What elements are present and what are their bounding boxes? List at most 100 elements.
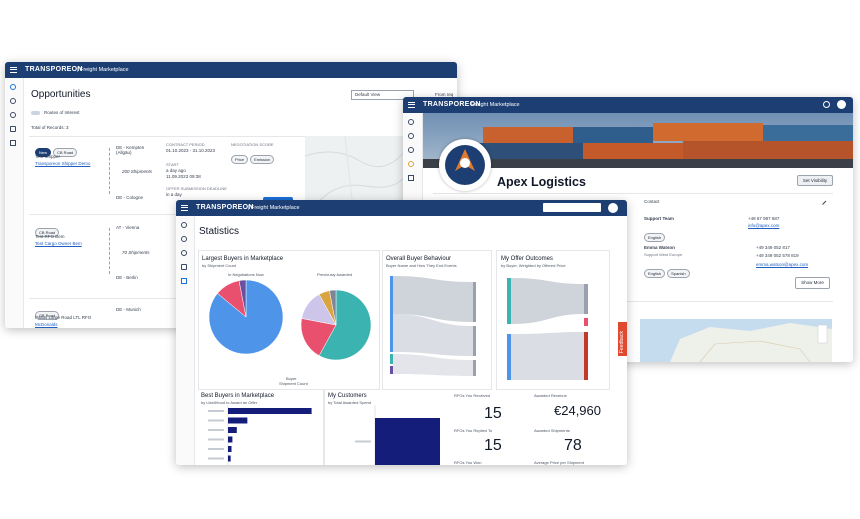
bar-chart <box>208 405 312 465</box>
pie-slice <box>329 289 337 326</box>
detail-label: START <box>166 162 179 167</box>
kpi-value: €24,960 <box>554 403 601 418</box>
company-link[interactable]: Test Cargo Owner Bem <box>35 241 82 246</box>
company-link[interactable]: Transporeon Shipper Demo <box>35 161 91 166</box>
scrollbar <box>323 390 325 465</box>
sankey-chart <box>507 278 588 380</box>
nav-icon[interactable] <box>408 133 414 139</box>
user-icon[interactable] <box>608 203 618 213</box>
help-icon[interactable] <box>823 101 830 108</box>
nav-icon[interactable] <box>10 126 16 132</box>
nav-icon[interactable] <box>10 98 16 104</box>
nav-icon[interactable] <box>10 112 16 118</box>
language-tag: Spanish <box>667 269 690 278</box>
kpi-label: Awarded Shipments <box>534 428 570 433</box>
nav-icon[interactable] <box>408 161 414 167</box>
menu-icon[interactable] <box>10 67 17 73</box>
search-select[interactable] <box>543 203 601 212</box>
banner-image <box>423 113 853 168</box>
shipper: Pallas Large Road LTL RFO <box>35 315 92 320</box>
nav-icon[interactable] <box>181 222 187 228</box>
menu-icon[interactable] <box>181 205 188 211</box>
statistics-window: TRANSPOREON | Freight Marketplace Statis… <box>176 200 627 465</box>
bar-chart <box>355 405 440 465</box>
detail-label: OFFER SUBMISSION DEADLINE <box>166 186 227 191</box>
contact-role: Support West Europe <box>644 252 683 257</box>
contact-phone: +49 349 052 817 <box>756 245 790 250</box>
bar-label-placeholder <box>208 419 224 422</box>
visibility-button[interactable]: Set Visibility <box>797 175 833 186</box>
contact-phone: +48 67 987 687 <box>748 216 780 221</box>
sidebar <box>176 216 195 465</box>
start-date: 11.09.2023 09:38 <box>166 174 201 179</box>
nav-icon[interactable] <box>181 264 187 270</box>
start-relative: a day ago <box>166 168 186 173</box>
sankey-chart <box>390 276 476 376</box>
contact-name: Emma Watson <box>644 245 675 250</box>
app-header: TRANSPOREON | Freight Marketplace <box>5 62 457 78</box>
product-name: | Freight Marketplace <box>248 205 300 211</box>
contact-email[interactable]: emma.watson@apex.com <box>756 262 809 267</box>
nav-icon[interactable] <box>181 250 187 256</box>
row-divider <box>29 136 405 137</box>
company-link[interactable]: McDonalds <box>35 322 58 327</box>
bar <box>228 446 232 452</box>
nav-icon[interactable] <box>408 147 414 153</box>
page-title: Opportunities <box>31 89 91 100</box>
chart-subtitle: by Total Awarded Spend <box>328 400 371 405</box>
nav-icon[interactable] <box>10 140 16 146</box>
chart-subtitle: by Shipment Count <box>202 263 237 268</box>
nav-icon[interactable] <box>181 236 187 242</box>
contract-period: 01.10.2023 - 31.10.2023 <box>166 148 216 153</box>
chart-title: Best Buyers in Marketplace <box>201 393 275 399</box>
kpi-label: Average Price per Shipment <box>534 460 584 465</box>
bar-label-placeholder <box>208 438 224 441</box>
bar-label-placeholder <box>208 457 224 460</box>
product-name: Freight Marketplace <box>471 102 520 108</box>
edit-icon[interactable] <box>818 197 827 205</box>
shipments: 200 Shipments <box>122 169 153 174</box>
nav-icon[interactable] <box>408 119 414 125</box>
menu-icon[interactable] <box>408 102 415 108</box>
nav-icon[interactable] <box>408 175 414 181</box>
kpi-label: RFOs You Received <box>454 393 491 398</box>
shipper: Test Shipper <box>35 154 61 159</box>
filter-label: From req <box>435 92 454 97</box>
view-select[interactable]: Default View <box>351 90 414 100</box>
kpi-label: Awarded Revenue <box>534 393 567 398</box>
contact-email[interactable]: info@apex.com <box>748 223 780 228</box>
user-icon[interactable] <box>837 100 846 109</box>
score-tag: Emission <box>250 155 275 164</box>
contact-name: Support Team <box>644 216 674 221</box>
section-title: Contact <box>644 199 660 204</box>
company-name: Apex Logistics <box>497 175 586 189</box>
nav-icon[interactable] <box>10 84 16 90</box>
toggle[interactable] <box>31 111 40 115</box>
bar-label-placeholder <box>208 429 224 431</box>
origin: DE - Munich <box>116 307 141 312</box>
legend-subtitle: Shipment Count <box>279 381 308 386</box>
feedback-tab[interactable]: Feedback <box>618 322 627 356</box>
bar <box>228 436 233 443</box>
divider <box>433 301 833 302</box>
product-name: | Freight Marketplace <box>77 67 129 73</box>
tag: CB Road <box>35 311 60 320</box>
bar-label-placeholder <box>208 410 224 412</box>
chart-title: Largest Buyers in Marketplace <box>202 256 284 262</box>
pie-slice <box>300 318 337 357</box>
deadline: in a day <box>166 192 182 197</box>
destination: DE - Cologne <box>116 195 144 200</box>
route-map <box>305 136 405 208</box>
origin: DE - Kempten (Allgäu) <box>116 145 145 155</box>
bar <box>228 455 231 462</box>
brand: TRANSPOREON <box>196 204 254 211</box>
tag: New <box>35 148 52 157</box>
show-more-button[interactable]: Show More <box>795 277 830 289</box>
record-count: Total of Records: 3 <box>31 125 69 130</box>
pie-charts <box>208 279 372 361</box>
nav-icon[interactable] <box>181 278 187 284</box>
chart-title: My Offer Outcomes <box>501 256 553 262</box>
bar-label-placeholder <box>355 440 371 443</box>
kpi-value: 15 <box>484 437 502 454</box>
kpi-label: RFOs You Replied To <box>454 428 493 433</box>
